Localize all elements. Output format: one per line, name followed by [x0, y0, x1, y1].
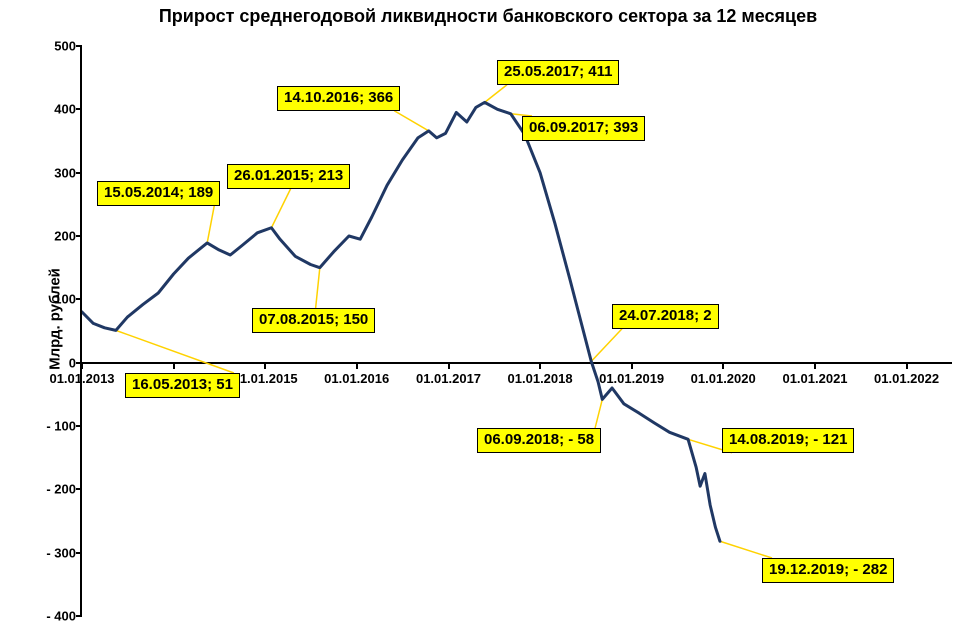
- y-tick-mark: [76, 172, 82, 174]
- callout-label: 24.07.2018; 2: [612, 304, 719, 329]
- x-tick-label: 01.01.2016: [324, 371, 389, 386]
- x-tick-label: 01.01.2017: [416, 371, 481, 386]
- chart-container: Прирост среднегодовой ликвидности банков…: [0, 0, 976, 637]
- callout-leader: [720, 541, 772, 558]
- callout-label: 06.09.2017; 393: [522, 116, 645, 141]
- y-tick-mark: [76, 235, 82, 237]
- callout-label: 26.01.2015; 213: [227, 164, 350, 189]
- chart-svg: [82, 46, 952, 616]
- x-tick-label: 01.01.2022: [874, 371, 939, 386]
- callout-leader: [595, 399, 602, 428]
- callout-leader: [271, 189, 290, 228]
- x-tick-mark: [81, 363, 83, 369]
- x-tick-mark: [631, 363, 633, 369]
- callout-label: 15.05.2014; 189: [97, 181, 220, 206]
- x-tick-mark: [448, 363, 450, 369]
- y-tick-mark: [76, 298, 82, 300]
- x-tick-label: 01.01.2015: [233, 371, 298, 386]
- callout-leader: [207, 206, 214, 243]
- x-tick-mark: [906, 363, 908, 369]
- callout-label: 16.05.2013; 51: [125, 373, 240, 398]
- x-tick-mark: [173, 363, 175, 369]
- x-tick-mark: [264, 363, 266, 369]
- x-tick-mark: [814, 363, 816, 369]
- callout-label: 19.12.2019; - 282: [762, 558, 894, 583]
- callout-leader: [316, 268, 320, 308]
- plot-area: - 400- 300- 200- 100010020030040050001.0…: [80, 46, 952, 616]
- callout-leader: [485, 85, 507, 103]
- callout-label: 25.05.2017; 411: [497, 60, 619, 85]
- x-tick-label: 01.01.2018: [508, 371, 573, 386]
- x-tick-label: 01.01.2013: [49, 371, 114, 386]
- y-tick-mark: [76, 552, 82, 554]
- chart-title: Прирост среднегодовой ликвидности банков…: [0, 6, 976, 27]
- y-tick-mark: [76, 615, 82, 617]
- callout-leader: [394, 111, 428, 131]
- callout-label: 07.08.2015; 150: [252, 308, 375, 333]
- y-axis-label: Млрд. рублей: [46, 268, 63, 370]
- y-tick-mark: [76, 108, 82, 110]
- callout-label: 06.09.2018; - 58: [477, 428, 601, 453]
- x-tick-mark: [539, 363, 541, 369]
- callout-label: 14.08.2019; - 121: [722, 428, 854, 453]
- x-tick-label: 01.01.2019: [599, 371, 664, 386]
- y-tick-mark: [76, 425, 82, 427]
- x-tick-mark: [722, 363, 724, 369]
- x-tick-label: 01.01.2021: [782, 371, 847, 386]
- callout-label: 14.10.2016; 366: [277, 86, 400, 111]
- callout-leader: [116, 330, 234, 373]
- y-tick-mark: [76, 488, 82, 490]
- x-tick-label: 01.01.2020: [691, 371, 756, 386]
- callout-leader: [591, 329, 622, 362]
- y-tick-mark: [76, 45, 82, 47]
- x-tick-mark: [356, 363, 358, 369]
